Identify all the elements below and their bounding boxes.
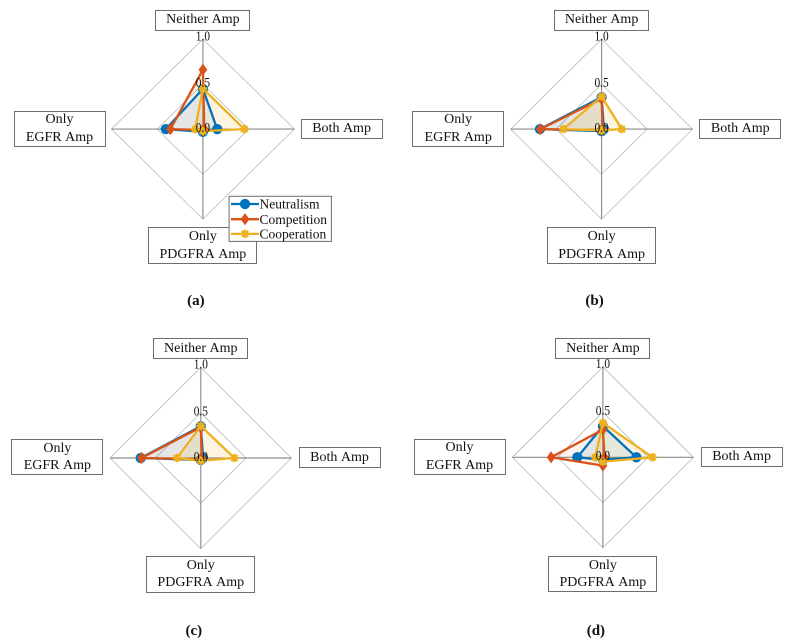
svg-text:1.0: 1.0 <box>194 357 208 372</box>
svg-text:0.0: 0.0 <box>196 120 210 135</box>
svg-text:0.0: 0.0 <box>596 448 610 463</box>
svg-text:0.5: 0.5 <box>595 75 609 90</box>
svg-text:0.0: 0.0 <box>194 449 208 464</box>
svg-text:Cooperation: Cooperation <box>260 227 327 242</box>
svg-text:0.5: 0.5 <box>194 404 208 419</box>
svg-text:0.0: 0.0 <box>595 120 609 135</box>
svg-text:1.0: 1.0 <box>196 28 210 43</box>
svg-text:Competition: Competition <box>260 212 328 227</box>
svg-text:1.0: 1.0 <box>596 356 610 371</box>
svg-text:Neutralism: Neutralism <box>260 197 320 212</box>
svg-text:0.5: 0.5 <box>596 403 610 418</box>
svg-text:0.5: 0.5 <box>196 75 210 90</box>
svg-text:1.0: 1.0 <box>595 28 609 43</box>
